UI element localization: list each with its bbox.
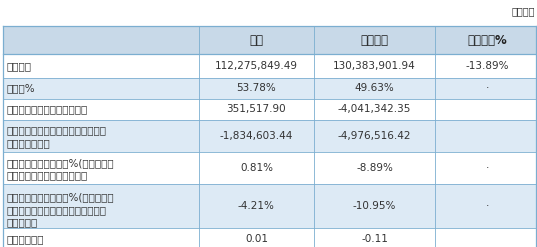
Text: 毛利率%: 毛利率% <box>7 83 35 93</box>
Text: 加权平均净资产收益率%(归属于挂牌
公司股东的扣除非经常性损益后的净
利润计算）: 加权平均净资产收益率%(归属于挂牌 公司股东的扣除非经常性损益后的净 利润计算） <box>7 192 114 228</box>
Text: 53.78%: 53.78% <box>236 83 277 93</box>
Text: 归属于挂牌公司股东的扣除非经常性
损益后的净利润: 归属于挂牌公司股东的扣除非经常性 损益后的净利润 <box>7 125 107 148</box>
Text: 本期: 本期 <box>249 34 264 47</box>
Text: -4,976,516.42: -4,976,516.42 <box>338 131 411 141</box>
Text: ·: · <box>485 163 489 173</box>
Text: 351,517.90: 351,517.90 <box>227 104 286 114</box>
Bar <box>3 120 536 152</box>
Bar <box>3 99 536 120</box>
Bar <box>3 184 536 228</box>
Text: 0.01: 0.01 <box>245 234 268 244</box>
Bar <box>3 54 536 78</box>
Text: 0.81%: 0.81% <box>240 163 273 173</box>
Text: -10.95%: -10.95% <box>353 201 396 211</box>
Text: 112,275,849.49: 112,275,849.49 <box>215 61 298 71</box>
Text: -4.21%: -4.21% <box>238 201 275 211</box>
Text: ·: · <box>485 201 489 211</box>
Text: 营业收入: 营业收入 <box>7 61 32 71</box>
Text: 上年同期: 上年同期 <box>360 34 389 47</box>
Bar <box>3 228 536 247</box>
Text: -4,041,342.35: -4,041,342.35 <box>338 104 411 114</box>
Text: -1,834,603.44: -1,834,603.44 <box>220 131 293 141</box>
Text: 加权平均净资产收益率%(依据归属于
挂牌公司股东的净利润计算）: 加权平均净资产收益率%(依据归属于 挂牌公司股东的净利润计算） <box>7 158 114 181</box>
Text: ·: · <box>485 83 489 93</box>
Text: -8.89%: -8.89% <box>356 163 393 173</box>
Text: 归属于挂牌公司股东的净利润: 归属于挂牌公司股东的净利润 <box>7 104 88 114</box>
Text: -0.11: -0.11 <box>361 234 388 244</box>
Bar <box>3 26 536 54</box>
Text: 单位：元: 单位：元 <box>511 6 535 16</box>
Text: 基本每股收益: 基本每股收益 <box>7 234 45 244</box>
Bar <box>3 78 536 99</box>
Text: 49.63%: 49.63% <box>354 83 395 93</box>
Text: -13.89%: -13.89% <box>466 61 509 71</box>
Text: 130,383,901.94: 130,383,901.94 <box>333 61 416 71</box>
Text: 增减比例%: 增减比例% <box>467 34 507 47</box>
Bar <box>3 152 536 184</box>
